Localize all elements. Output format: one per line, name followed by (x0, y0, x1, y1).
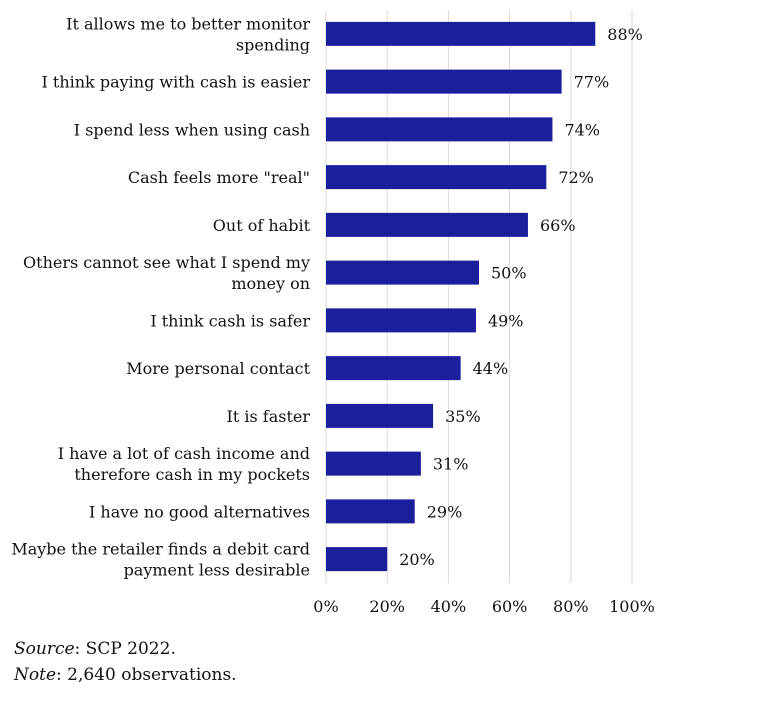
category-label-line: spending (236, 35, 310, 54)
value-label: 88% (607, 25, 643, 44)
value-label: 35% (445, 407, 481, 426)
grid-lines (325, 10, 633, 583)
category-label: It is faster (227, 407, 311, 426)
category-label: I spend less when using cash (74, 120, 310, 139)
observations-note: Note: 2,640 observations. (14, 662, 237, 688)
category-label-line: I think cash is safer (150, 311, 310, 330)
category-label: I think paying with cash is easier (41, 73, 310, 92)
value-label: 20% (399, 550, 435, 569)
category-label-line: I spend less when using cash (74, 120, 310, 139)
x-tick-label: 60% (492, 597, 528, 616)
category-label-line: It allows me to better monitor (66, 14, 310, 33)
category-label-line: Cash feels more "real" (128, 168, 310, 187)
category-label-line: More personal contact (126, 359, 310, 378)
category-label-line: payment less desirable (124, 561, 310, 580)
bar (326, 165, 547, 190)
category-label: Maybe the retailer finds a debit card pay… (11, 540, 310, 580)
note-label: Note (14, 665, 57, 685)
value-label: 66% (540, 216, 576, 235)
category-label: Cash feels more "real" (128, 168, 310, 187)
value-label: 77% (574, 73, 610, 92)
category-label: I have no good alternatives (89, 502, 310, 521)
category-label: Others cannot see what I spend my money o… (23, 253, 310, 293)
value-label: 50% (491, 264, 527, 283)
bar (326, 403, 434, 428)
category-label-line: Maybe the retailer finds a debit card (11, 540, 310, 559)
bar (326, 21, 596, 46)
value-label: 74% (564, 120, 600, 139)
x-tick-label: 80% (553, 597, 589, 616)
value-label: 31% (433, 455, 469, 474)
bars (326, 21, 596, 572)
category-labels: It allows me to better monitor spending I … (11, 14, 310, 579)
value-label: 29% (427, 502, 463, 521)
category-label: I have a lot of cash income and therefore… (58, 444, 310, 484)
x-tick-label: 20% (369, 597, 405, 616)
category-label-line: Others cannot see what I spend my (23, 253, 310, 272)
category-label-line: I have a lot of cash income and (58, 444, 310, 463)
value-label: 44% (473, 359, 509, 378)
category-label-line: money on (231, 274, 310, 293)
category-label: I think cash is safer (150, 311, 310, 330)
bar (326, 69, 562, 94)
bar-chart: It allows me to better monitor spending I … (11, 10, 655, 616)
note-text: : 2,640 observations. (56, 665, 237, 685)
x-axis-tick-labels: 0% 20% 40% 60% 80% 100% (313, 597, 655, 616)
category-label: It allows me to better monitor spending (66, 14, 310, 54)
bar (326, 451, 421, 476)
source-note: Source: SCP 2022. (14, 636, 176, 662)
x-tick-label: 0% (313, 597, 338, 616)
source-label: Source (14, 639, 75, 659)
bar (326, 356, 461, 381)
value-label: 49% (488, 311, 524, 330)
category-label-line: It is faster (227, 407, 311, 426)
category-label: More personal contact (126, 359, 310, 378)
bar (326, 260, 479, 285)
x-tick-label: 100% (609, 597, 655, 616)
bar (326, 308, 476, 333)
x-tick-label: 40% (431, 597, 467, 616)
bar (326, 499, 415, 524)
source-text: : SCP 2022. (74, 639, 176, 659)
category-label: Out of habit (213, 216, 311, 235)
bar (326, 212, 528, 237)
category-label-line: Out of habit (213, 216, 311, 235)
category-label-line: I think paying with cash is easier (41, 73, 310, 92)
value-label: 72% (558, 168, 594, 187)
category-label-line: I have no good alternatives (89, 502, 310, 521)
category-label-line: therefore cash in my pockets (74, 465, 310, 484)
value-labels: 88% 77% 74% 72% 66% 50% 49% 44% 35% 31% 29% 20% (399, 25, 643, 569)
bar (326, 117, 553, 142)
bar (326, 547, 388, 572)
